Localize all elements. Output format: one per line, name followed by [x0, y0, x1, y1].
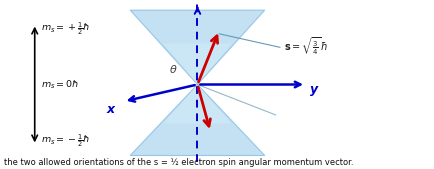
Text: $\mathbf{s} = \sqrt{\frac{3}{4}}\,\hbar$: $\mathbf{s} = \sqrt{\frac{3}{4}}\,\hbar$	[284, 36, 329, 58]
Text: $m_s = +\frac{1}{2}\hbar$: $m_s = +\frac{1}{2}\hbar$	[41, 20, 90, 37]
Text: $m_s = -\frac{1}{2}\hbar$: $m_s = -\frac{1}{2}\hbar$	[41, 132, 90, 149]
Polygon shape	[164, 84, 231, 124]
Text: the two allowed orientations of the s = ½ electron spin angular momentum vector.: the two allowed orientations of the s = …	[4, 158, 354, 167]
Polygon shape	[130, 10, 265, 84]
Text: z: z	[202, 0, 209, 2]
Polygon shape	[164, 44, 231, 84]
Text: x: x	[107, 103, 115, 116]
Polygon shape	[130, 84, 265, 155]
Text: $\theta$: $\theta$	[169, 63, 178, 75]
Text: y: y	[310, 83, 319, 96]
Text: $m_s = 0\hbar$: $m_s = 0\hbar$	[41, 78, 79, 91]
